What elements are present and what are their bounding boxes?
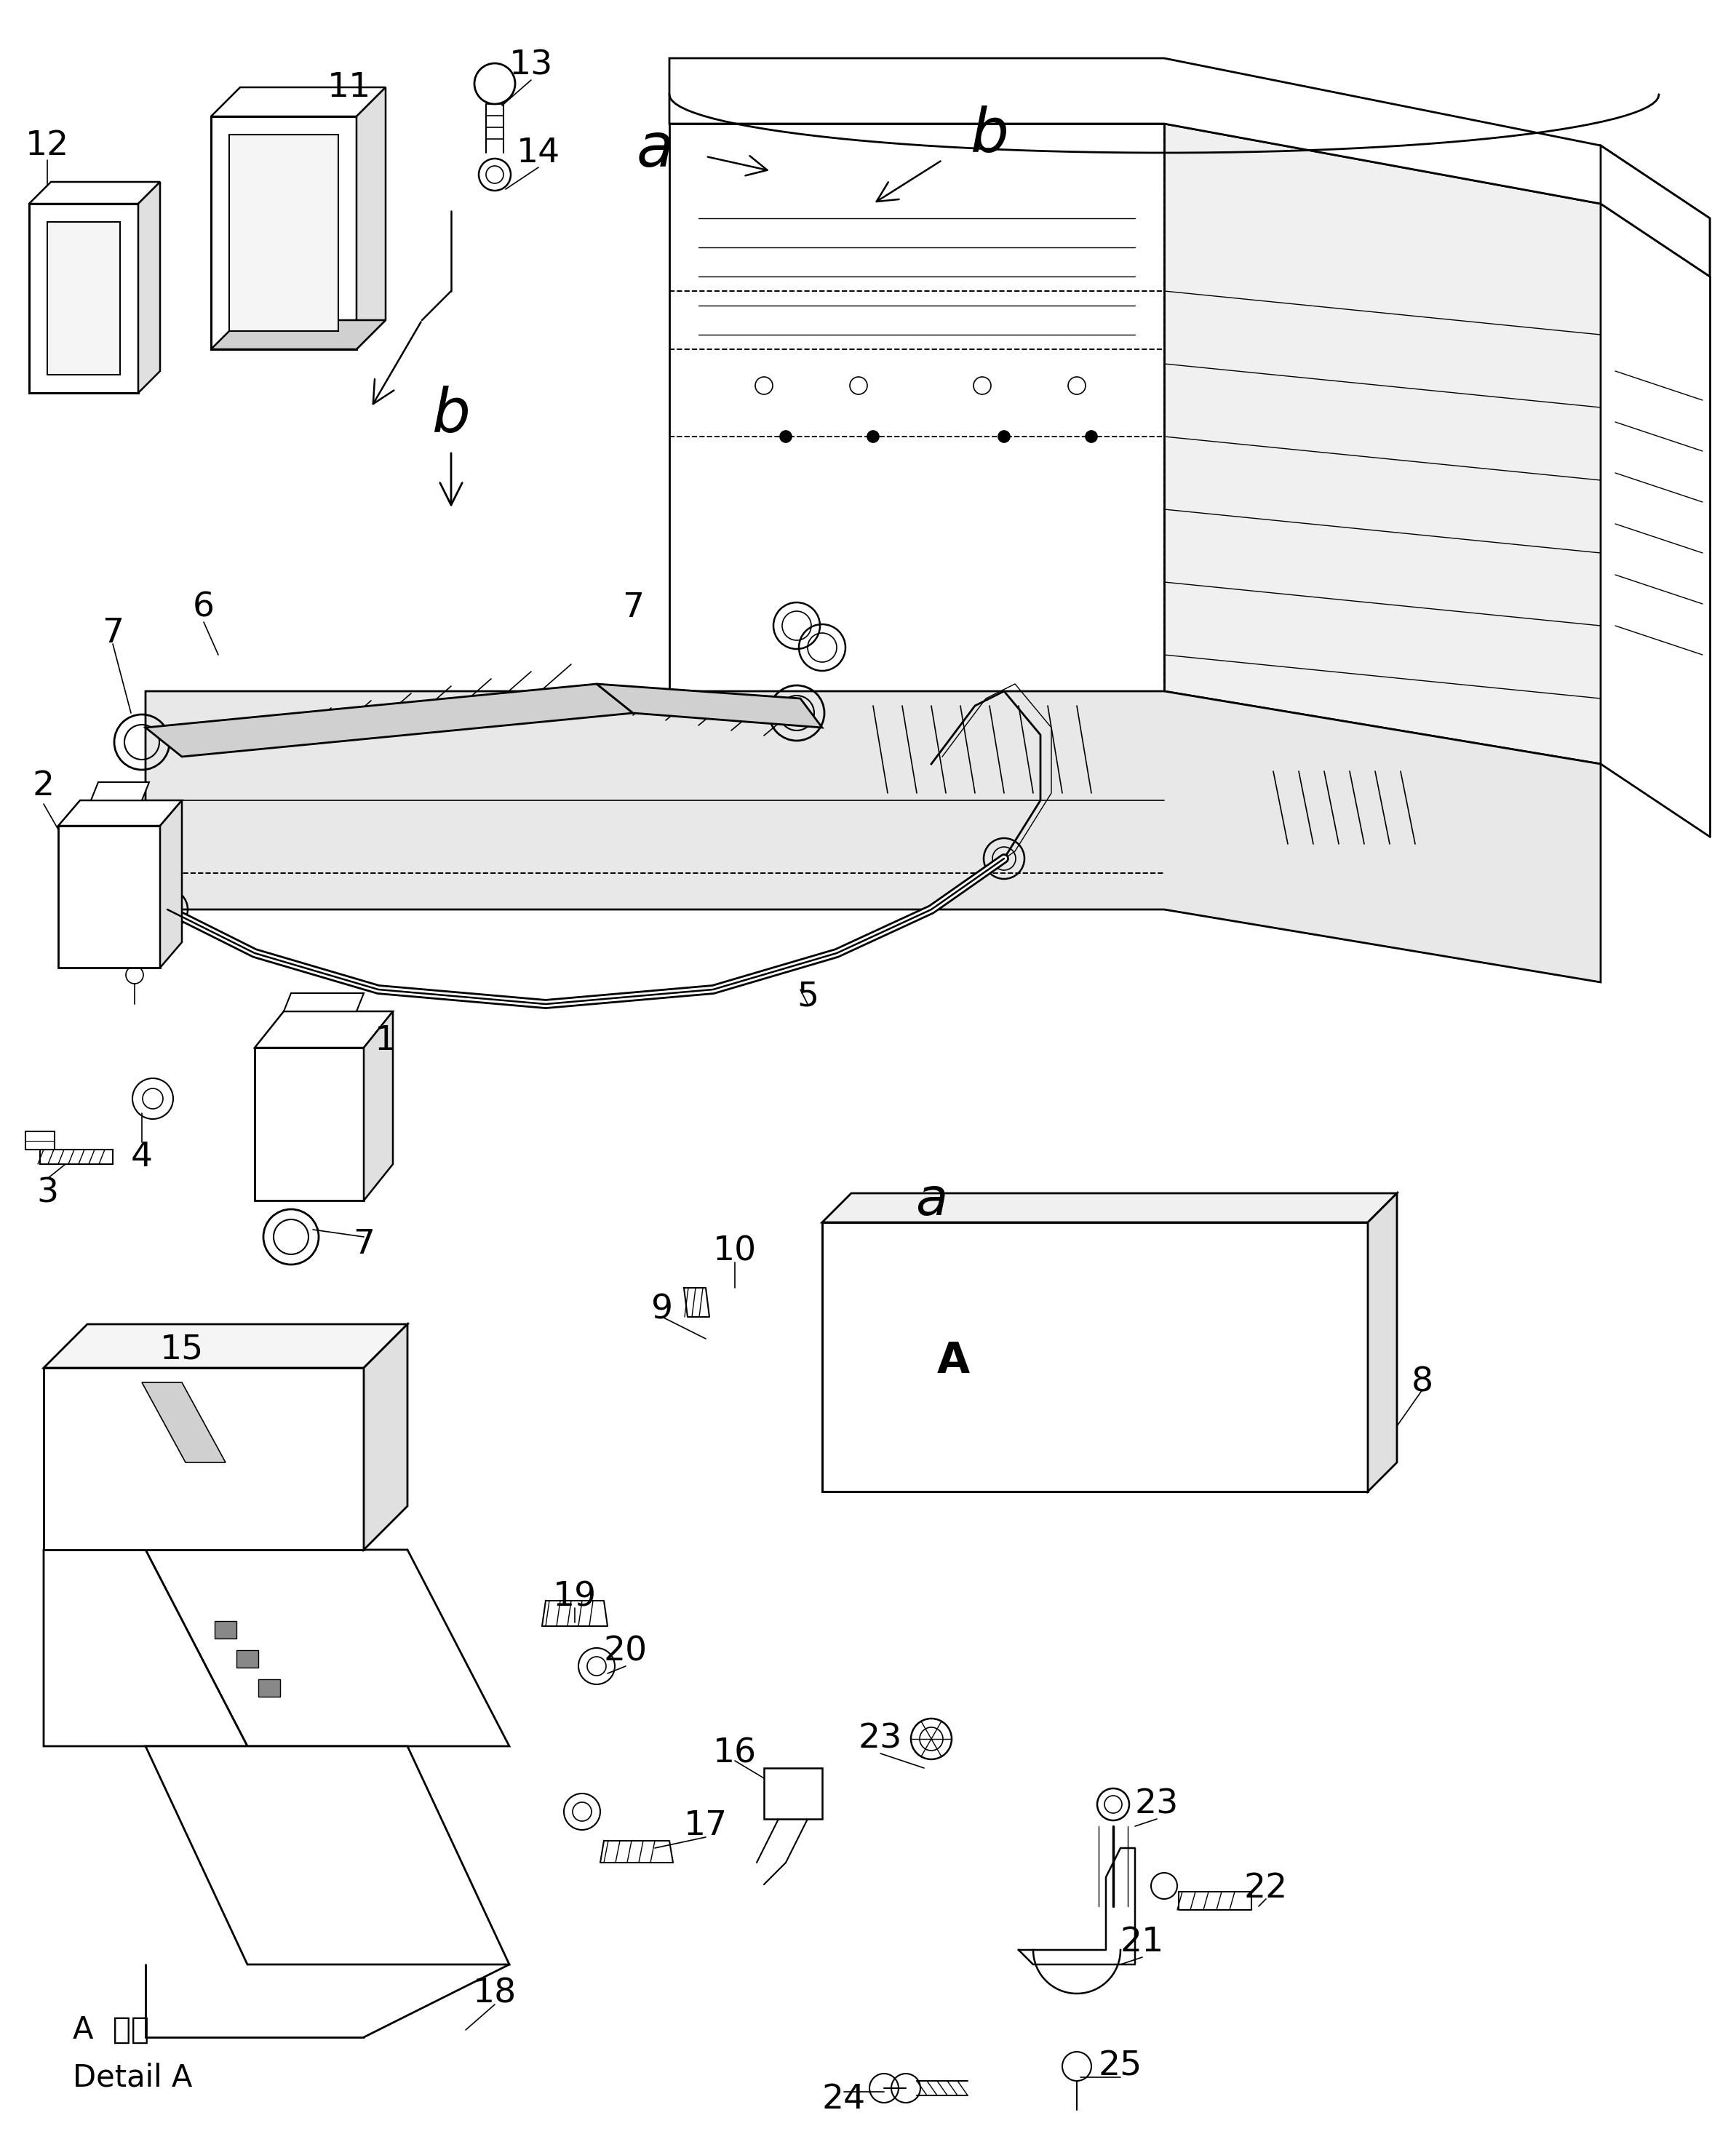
Text: 6: 6	[193, 591, 215, 624]
Polygon shape	[670, 58, 1710, 277]
Polygon shape	[59, 826, 160, 968]
Text: b: b	[432, 385, 470, 445]
Polygon shape	[30, 204, 139, 393]
Text: 23: 23	[858, 1722, 903, 1754]
Text: A  詳細: A 詳細	[73, 2015, 149, 2045]
Text: 19: 19	[552, 1580, 597, 1612]
Polygon shape	[365, 1010, 392, 1200]
Polygon shape	[764, 1767, 823, 1819]
Polygon shape	[146, 1746, 509, 1965]
Polygon shape	[212, 116, 356, 348]
Text: a: a	[635, 120, 674, 178]
Polygon shape	[823, 1193, 1397, 1223]
Polygon shape	[1368, 1193, 1397, 1492]
Text: 23: 23	[1135, 1789, 1179, 1821]
Text: b: b	[970, 105, 1009, 163]
Polygon shape	[597, 684, 823, 727]
Polygon shape	[146, 1550, 509, 1746]
Polygon shape	[146, 684, 634, 757]
Text: 11: 11	[328, 71, 372, 103]
Polygon shape	[139, 183, 160, 393]
Polygon shape	[43, 1550, 247, 1746]
Polygon shape	[142, 1382, 226, 1462]
Polygon shape	[670, 125, 1165, 690]
Polygon shape	[26, 1131, 54, 1150]
Text: 20: 20	[604, 1636, 648, 1668]
Text: 14: 14	[517, 135, 561, 170]
Text: 10: 10	[713, 1234, 757, 1268]
Polygon shape	[215, 1621, 236, 1638]
Text: 16: 16	[713, 1737, 757, 1769]
Polygon shape	[356, 88, 385, 348]
Text: 8: 8	[1411, 1365, 1434, 1400]
Text: 13: 13	[509, 49, 554, 82]
Text: 25: 25	[1099, 2049, 1142, 2083]
Text: a: a	[915, 1176, 948, 1226]
Circle shape	[1085, 430, 1097, 443]
Text: 12: 12	[26, 129, 69, 161]
Polygon shape	[255, 1010, 392, 1047]
Polygon shape	[283, 993, 365, 1010]
Text: 3: 3	[36, 1176, 59, 1210]
Polygon shape	[1165, 125, 1601, 763]
Polygon shape	[236, 1651, 259, 1668]
Polygon shape	[43, 1324, 408, 1367]
Polygon shape	[43, 1367, 365, 1550]
Text: 7: 7	[621, 591, 644, 624]
Polygon shape	[160, 800, 182, 968]
Polygon shape	[823, 1223, 1368, 1492]
Circle shape	[779, 430, 792, 443]
Text: 21: 21	[1120, 1926, 1165, 1959]
Polygon shape	[255, 1047, 365, 1200]
Polygon shape	[40, 1150, 113, 1163]
Polygon shape	[212, 88, 385, 116]
Text: 18: 18	[472, 1978, 517, 2010]
Polygon shape	[212, 320, 385, 348]
Text: 2: 2	[33, 770, 54, 802]
Circle shape	[998, 430, 1010, 443]
Text: 1: 1	[375, 1023, 396, 1058]
Text: 7: 7	[352, 1228, 375, 1260]
Text: Detail A: Detail A	[73, 2062, 193, 2092]
Polygon shape	[259, 1679, 279, 1696]
Polygon shape	[1601, 146, 1710, 277]
Text: 5: 5	[797, 980, 819, 1013]
Text: 15: 15	[160, 1333, 203, 1365]
Text: 24: 24	[823, 2083, 866, 2116]
Text: 22: 22	[1245, 1873, 1288, 1905]
Text: 7: 7	[102, 617, 123, 649]
Polygon shape	[90, 783, 149, 800]
Polygon shape	[47, 221, 120, 374]
Text: 17: 17	[684, 1810, 727, 1843]
Text: A: A	[937, 1339, 969, 1380]
Polygon shape	[59, 800, 182, 826]
Polygon shape	[146, 690, 1601, 983]
Circle shape	[868, 430, 878, 443]
Text: 9: 9	[651, 1294, 674, 1327]
Polygon shape	[30, 183, 160, 204]
Polygon shape	[365, 1324, 408, 1550]
Text: 4: 4	[130, 1140, 153, 1174]
Polygon shape	[229, 135, 339, 331]
